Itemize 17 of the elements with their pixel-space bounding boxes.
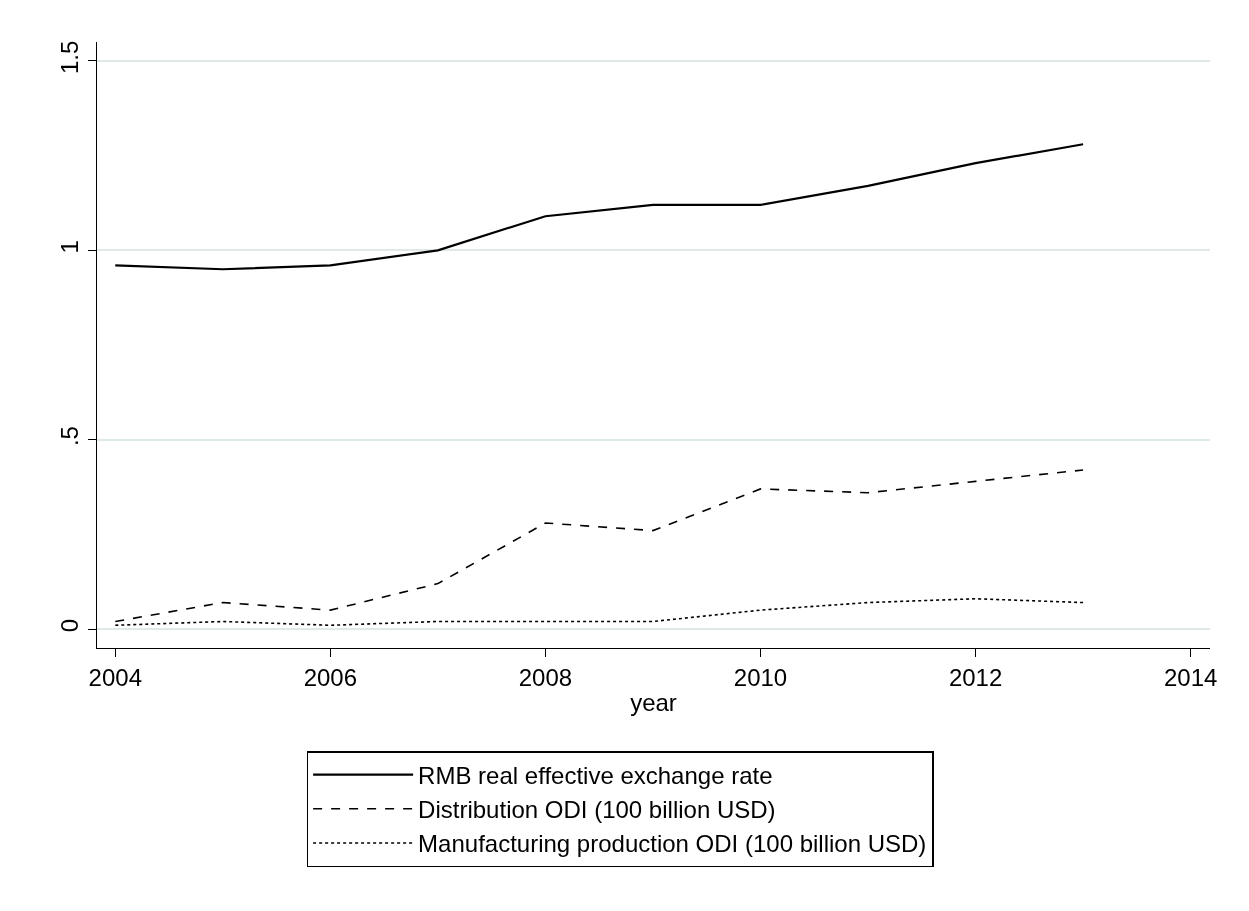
line-series [114, 469, 1084, 623]
legend-label: RMB real effective exchange rate [418, 761, 773, 789]
x-tick-label: 2012 [948, 663, 1003, 691]
line-series [114, 143, 1085, 271]
x-tick-label: 2010 [733, 663, 788, 691]
y-tick-label: 0 [56, 618, 84, 633]
y-tick-label: 1 [56, 240, 84, 254]
legend-label: Manufacturing production ODI (100 billion USD) [418, 830, 927, 858]
x-tick-label: 2006 [303, 663, 358, 691]
x-axis-title: year [630, 689, 677, 717]
legend-label: Distribution ODI (100 billion USD) [418, 796, 776, 824]
x-tick-label: 2004 [88, 663, 142, 691]
x-tick-label: 2008 [518, 663, 573, 691]
y-tick-label: 1.5 [56, 40, 84, 75]
line-series [114, 597, 1084, 627]
y-tick-label: .5 [56, 426, 84, 447]
x-tick-label: 2014 [1163, 663, 1218, 691]
